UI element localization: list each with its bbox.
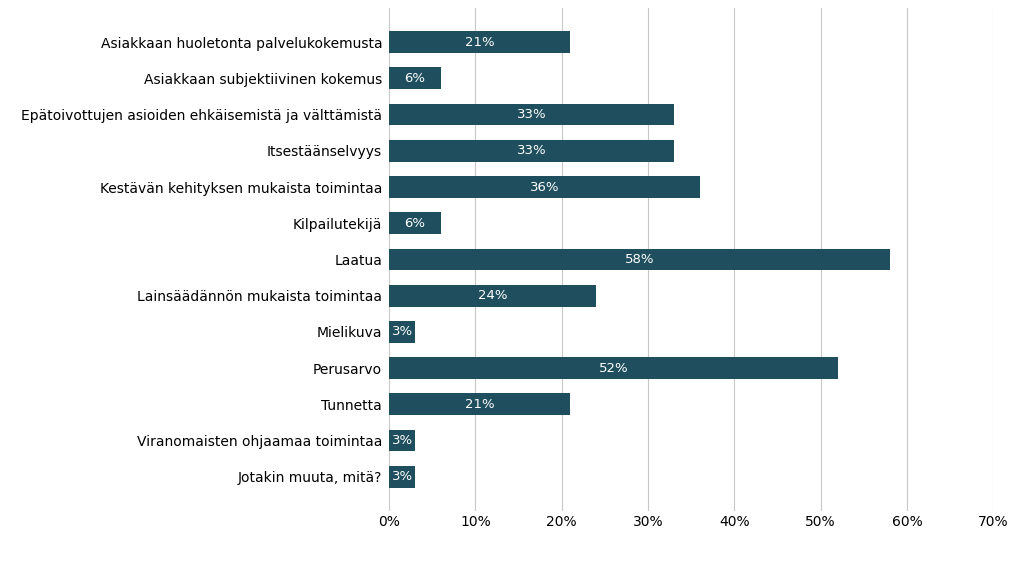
Bar <box>389 104 674 126</box>
Text: 24%: 24% <box>478 289 508 302</box>
Text: 3%: 3% <box>391 325 413 338</box>
Text: 33%: 33% <box>517 108 547 121</box>
Text: 58%: 58% <box>625 253 654 266</box>
Bar <box>389 393 570 415</box>
Bar <box>389 31 570 53</box>
Bar <box>389 321 415 343</box>
Text: 6%: 6% <box>404 217 426 230</box>
Text: 52%: 52% <box>599 362 629 375</box>
Bar <box>389 67 441 89</box>
Bar <box>389 466 415 488</box>
Bar <box>389 249 890 270</box>
Bar <box>389 430 415 452</box>
Bar <box>389 285 596 306</box>
Text: 33%: 33% <box>517 144 547 157</box>
Text: 6%: 6% <box>404 72 426 85</box>
Text: 21%: 21% <box>465 35 495 49</box>
Text: 3%: 3% <box>391 470 413 484</box>
Text: 3%: 3% <box>391 434 413 447</box>
Bar <box>389 176 699 198</box>
Text: 21%: 21% <box>465 398 495 411</box>
Bar <box>389 213 441 234</box>
Text: 36%: 36% <box>529 181 559 194</box>
Bar <box>389 140 674 162</box>
Bar <box>389 357 838 379</box>
